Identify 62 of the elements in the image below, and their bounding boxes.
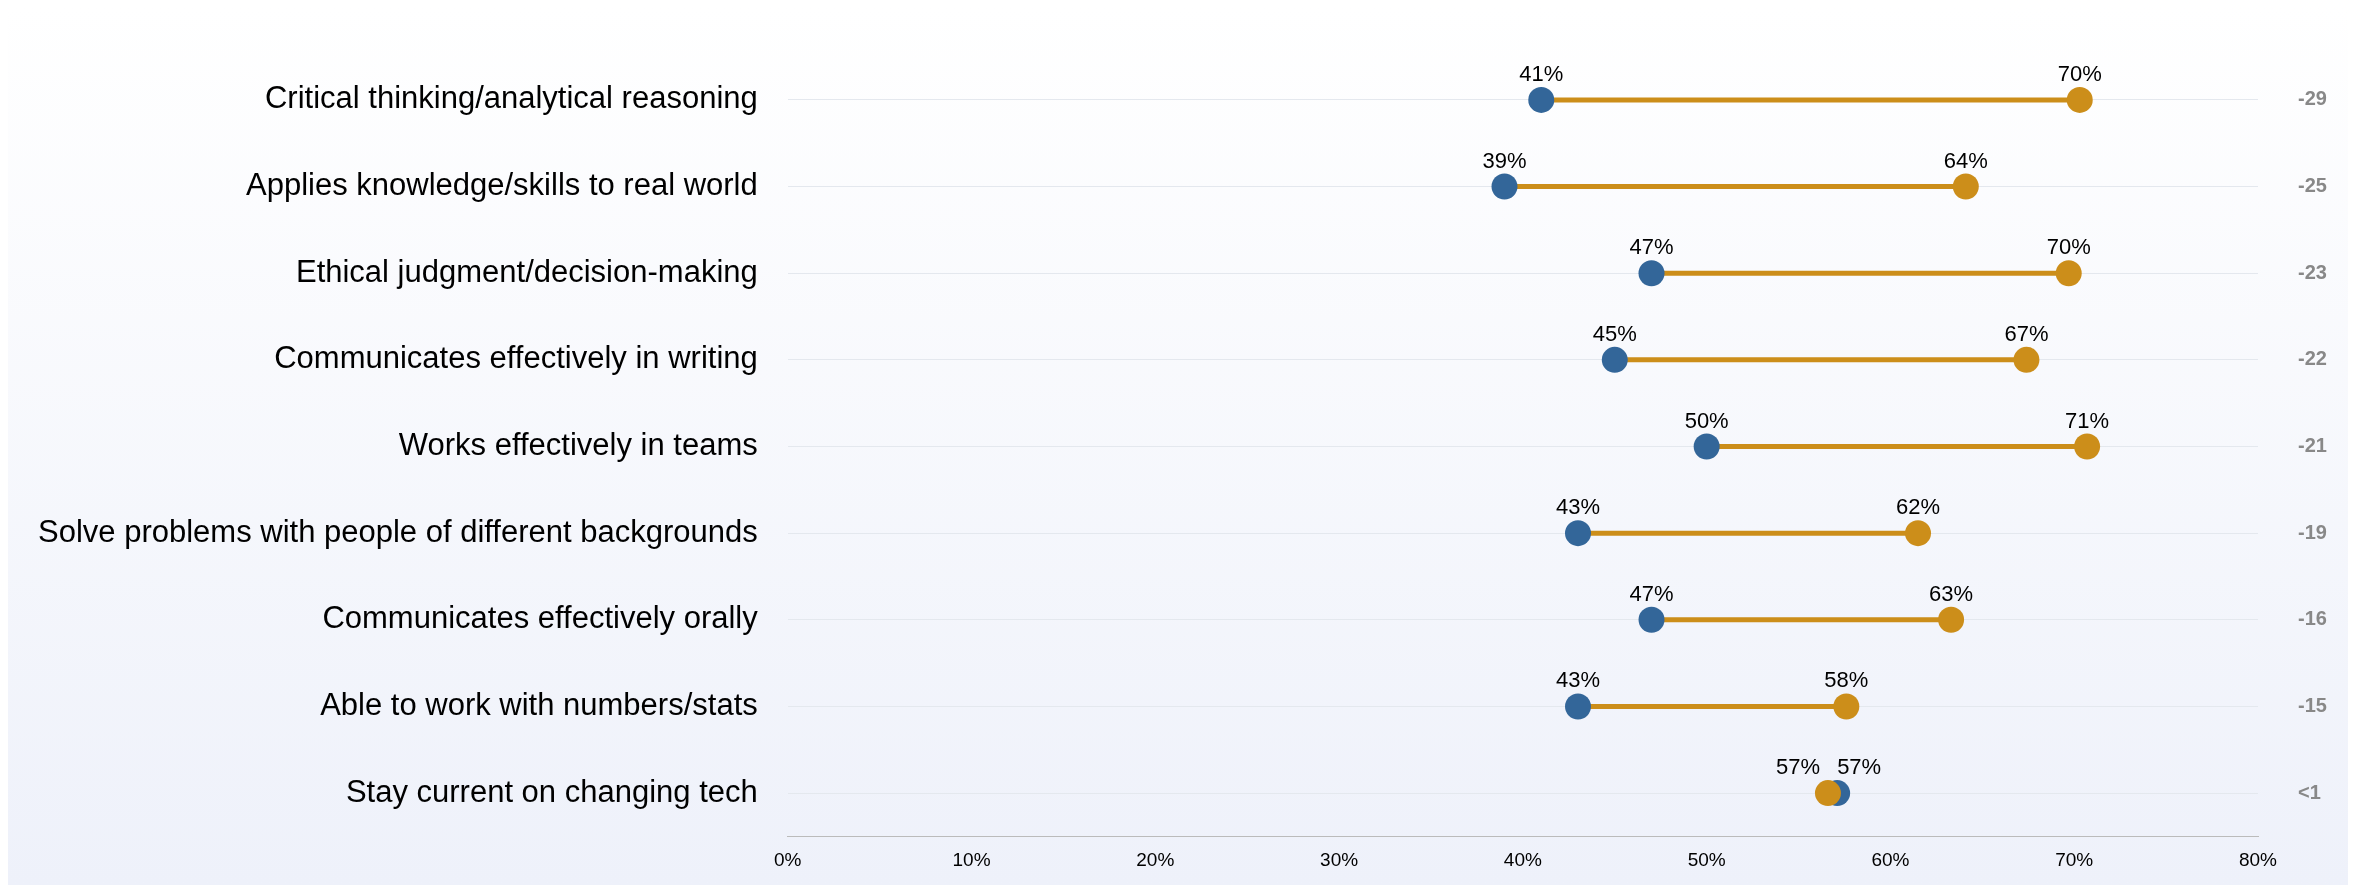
data-label: 47% — [1629, 580, 1674, 606]
point — [1638, 260, 1665, 287]
x-tick-label: 70% — [2055, 849, 2094, 871]
point — [1814, 780, 1841, 807]
x-tick-label: 50% — [1687, 849, 1726, 871]
x-tick-label: 20% — [1136, 849, 1175, 871]
text: -22 — [2298, 347, 2327, 370]
data-label: 70% — [2046, 234, 2091, 260]
data-label: 43% — [1555, 494, 1601, 520]
text: -29 — [2298, 87, 2327, 110]
x-tick-label: 10% — [952, 849, 991, 871]
point — [1938, 606, 1965, 633]
point — [1528, 86, 1555, 113]
point — [1601, 346, 1628, 373]
point — [1833, 693, 1860, 720]
data-label: 50% — [1684, 407, 1729, 433]
data-label: 62% — [1895, 494, 1941, 520]
data-label: 41% — [1519, 60, 1564, 86]
point — [2055, 260, 2082, 287]
point — [2074, 433, 2101, 460]
data-label: 45% — [1592, 320, 1637, 346]
point — [1905, 520, 1932, 547]
x-tick-label: 80% — [2238, 849, 2278, 871]
data-label: 58% — [1824, 667, 1869, 693]
x-tick-label: 30% — [1320, 849, 1359, 871]
data-label: 70% — [2057, 60, 2102, 86]
y-tick-label: Applies knowledge/skills to real world — [246, 167, 758, 203]
point — [1638, 606, 1665, 633]
x-tick-label: 0% — [774, 849, 802, 871]
data-label: 67% — [2004, 320, 2049, 346]
text: -16 — [2298, 607, 2327, 630]
data-label: 71% — [2065, 407, 2110, 433]
data-label: 64% — [1943, 147, 1988, 173]
y-tick-label: Able to work with numbers/stats — [320, 686, 758, 722]
point — [2066, 86, 2093, 113]
data-label: 39% — [1482, 147, 1527, 173]
text: -23 — [2298, 260, 2327, 283]
data-label: 57% — [1775, 754, 1820, 780]
y-tick-label: Ethical judgment/decision-making — [295, 253, 758, 289]
y-tick-label: Works effectively in teams — [398, 427, 758, 463]
text: -15 — [2298, 693, 2327, 716]
y-tick-label: Critical thinking/analytical reasoning — [264, 80, 758, 116]
point — [1952, 173, 1979, 200]
text: <1 — [2298, 780, 2321, 803]
text: -19 — [2298, 520, 2327, 543]
data-label: 47% — [1629, 234, 1674, 260]
y-tick-label: Communicates effectively in writing — [274, 340, 758, 376]
point — [1693, 433, 1720, 460]
data-label: 43% — [1555, 667, 1601, 693]
y-tick-label: Stay current on changing tech — [345, 773, 758, 809]
x-tick-label: 60% — [1871, 849, 1910, 871]
text: -21 — [2298, 434, 2327, 457]
y-tick-label: Communicates effectively orally — [322, 600, 759, 636]
point — [1491, 173, 1518, 200]
point — [2013, 346, 2040, 373]
point — [1565, 693, 1592, 720]
x-tick-label: 40% — [1503, 849, 1542, 871]
point — [1565, 520, 1592, 547]
y-tick-label: Solve problems with people of different backgrounds — [37, 513, 758, 549]
text: -25 — [2298, 174, 2327, 197]
data-label: 57% — [1837, 754, 1882, 780]
data-label: 63% — [1929, 580, 1974, 606]
